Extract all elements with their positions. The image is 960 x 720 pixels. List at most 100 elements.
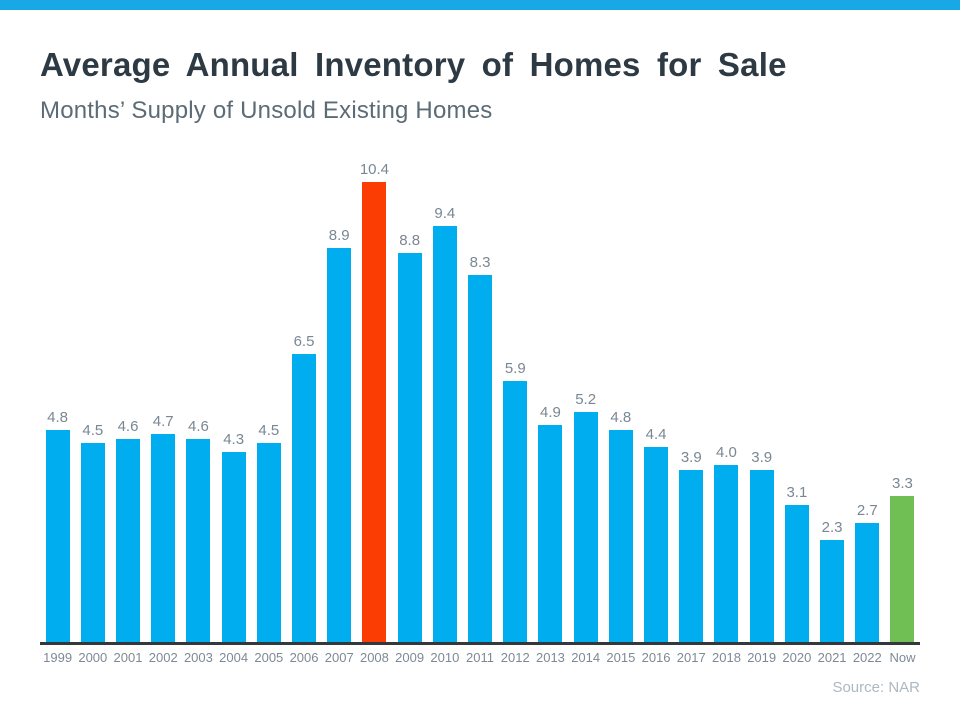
bar-value-label: 9.4 <box>434 204 456 222</box>
bar <box>890 495 915 642</box>
bar-group: 4.6 <box>181 418 216 642</box>
x-axis-tick-label: 2004 <box>219 649 249 665</box>
x-axis-tick-label: 2021 <box>817 649 847 665</box>
bar-group: 4.3 <box>216 431 251 642</box>
bar-value-label: 2.3 <box>821 518 843 536</box>
bar <box>292 353 317 642</box>
bar-group: 10.4 <box>357 161 392 642</box>
bar-value-label: 8.8 <box>399 231 421 249</box>
bar <box>468 274 493 642</box>
x-axis-tick-label: 2016 <box>641 649 671 665</box>
bar <box>749 469 774 642</box>
bar-group: 8.3 <box>462 254 497 642</box>
bar <box>186 438 211 642</box>
bar-group: 4.8 <box>40 409 75 642</box>
bar-value-label: 2.7 <box>856 501 878 519</box>
bar <box>538 424 563 642</box>
bar-value-label: 6.5 <box>293 332 315 350</box>
x-axis-tick-label: 2006 <box>289 649 319 665</box>
bar <box>503 380 528 642</box>
x-axis-tick-label: 2019 <box>747 649 777 665</box>
bar <box>573 411 598 642</box>
bar-group: 2.7 <box>850 502 885 642</box>
bar <box>221 451 246 642</box>
bar-value-label: 8.9 <box>328 226 350 244</box>
x-axis-tick-label: 2020 <box>782 649 812 665</box>
bar-group: 9.4 <box>427 205 462 642</box>
bar <box>397 252 422 642</box>
bar-group: 2.3 <box>814 519 849 642</box>
page-title: Average Annual Inventory of Homes for Sa… <box>40 46 787 83</box>
x-axis-tick-label: 2015 <box>606 649 636 665</box>
x-axis-tick-label: 1999 <box>43 649 73 665</box>
x-axis-tick-label: 2002 <box>148 649 178 665</box>
x-axis-tick-label: 2008 <box>359 649 389 665</box>
bar-group: 4.4 <box>638 426 673 642</box>
bar-value-label: 3.3 <box>892 474 913 492</box>
x-axis-tick-label: 2012 <box>500 649 530 665</box>
bar-group: 4.5 <box>75 422 110 642</box>
bar <box>362 181 387 642</box>
bar-value-label: 5.2 <box>575 390 597 408</box>
x-axis-tick-label: 2011 <box>466 649 495 665</box>
bar <box>644 446 669 642</box>
x-axis-tick-label: 2007 <box>324 649 354 665</box>
bar-value-label: 4.4 <box>645 425 667 443</box>
bar-group: 4.0 <box>709 444 744 642</box>
bar <box>608 429 633 642</box>
bar-value-label: 4.7 <box>152 412 174 430</box>
bar <box>116 438 140 642</box>
bar-group: 5.2 <box>568 391 603 642</box>
page-subtitle: Months’ Supply of Unsold Existing Homes <box>40 96 493 124</box>
source-attribution: Source: NAR <box>832 678 920 696</box>
bar-group: 4.7 <box>146 413 181 642</box>
x-axis-tick-label: 2013 <box>535 649 565 665</box>
bar-value-label: 10.4 <box>359 160 390 178</box>
bar-value-label: 4.0 <box>716 443 737 461</box>
bar <box>327 247 352 642</box>
x-axis-tick-label: Now <box>889 649 916 665</box>
bar-value-label: 3.9 <box>680 448 702 466</box>
bar-group: 3.3 <box>885 475 920 642</box>
bar-value-label: 4.9 <box>540 403 561 421</box>
bar-value-label: 3.9 <box>751 448 773 466</box>
x-axis-tick-label: 2005 <box>254 649 284 665</box>
bar-value-label: 4.6 <box>187 417 209 435</box>
bar-value-label: 4.8 <box>610 408 632 426</box>
bar <box>151 433 176 642</box>
bar <box>80 442 105 642</box>
bar <box>679 469 704 642</box>
bar-value-label: 4.5 <box>82 421 104 439</box>
bar-group: 4.5 <box>251 422 286 642</box>
bar-group: 8.9 <box>322 227 357 642</box>
x-axis-tick-label: 2010 <box>430 649 460 665</box>
x-axis-tick-label: 2009 <box>395 649 425 665</box>
page-content: Average Annual Inventory of Homes for Sa… <box>0 46 960 696</box>
bar <box>714 464 739 642</box>
bar-group: 5.9 <box>498 360 533 642</box>
bar-group: 4.6 <box>110 418 145 642</box>
bar <box>784 504 809 642</box>
top-accent-bar <box>0 0 960 10</box>
x-axis-tick-label: 2017 <box>676 649 706 665</box>
bar-chart: 4.8 4.5 4.6 4.7 4.6 4.3 4.5 6.5 8.9 10.4 8.8 9.4 8.3… <box>40 161 920 665</box>
chart-x-axis-labels: 1999 2000 2001 2002 2003 2004 2005 2006 2007 2008… <box>40 650 920 665</box>
bar-value-label: 4.5 <box>258 421 280 439</box>
bar <box>256 442 281 642</box>
bar-group: 3.9 <box>744 449 779 642</box>
bar-value-label: 3.1 <box>786 483 808 501</box>
bar-group: 6.5 <box>286 333 321 642</box>
bar-value-label: 4.8 <box>47 408 69 426</box>
chart-plot-area: 4.8 4.5 4.6 4.7 4.6 4.3 4.5 6.5 8.9 10.4 8.8 9.4 8.3… <box>40 161 920 645</box>
bar <box>45 429 70 642</box>
bar-group: 3.1 <box>779 484 814 642</box>
x-axis-tick-label: 2003 <box>183 649 213 665</box>
bar-value-label: 4.3 <box>223 430 245 448</box>
bar-group: 4.8 <box>603 409 638 642</box>
x-axis-tick-label: 2018 <box>712 649 741 665</box>
x-axis-tick-label: 2000 <box>78 649 108 665</box>
bar-group: 4.9 <box>533 404 568 642</box>
bar-group: 3.9 <box>674 449 709 642</box>
bar <box>432 225 457 642</box>
bar-group: 8.8 <box>392 232 427 642</box>
